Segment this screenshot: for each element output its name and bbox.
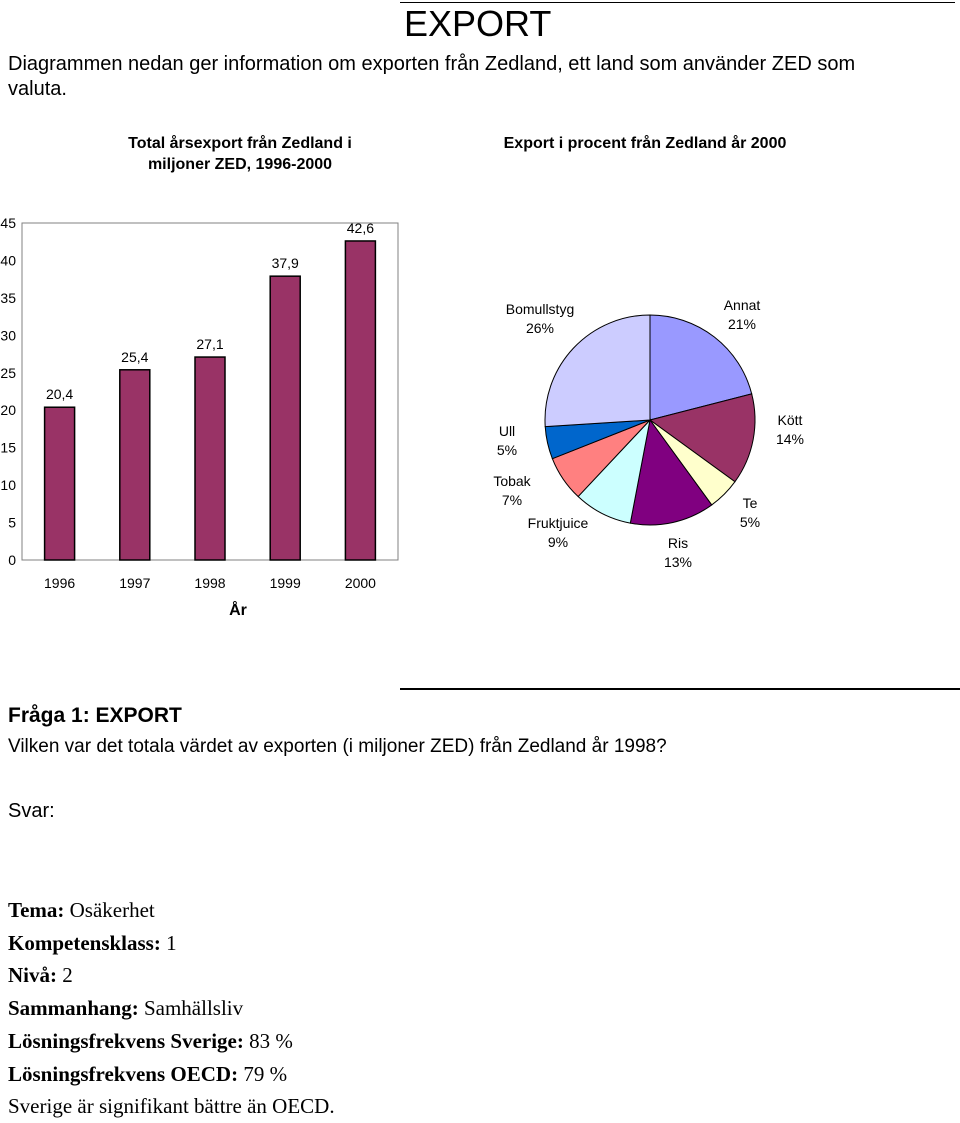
question-text: Vilken var det totala värdet av exporten… (8, 736, 667, 757)
meta-sverige: Lösningsfrekvens Sverige: 83 % (8, 1028, 293, 1053)
slice-name-label: Bomullstyg (506, 301, 574, 317)
question-heading: Fråga 1: EXPORT (8, 704, 182, 727)
bar (119, 369, 151, 561)
slice-percent-label: 26% (526, 320, 554, 336)
meta-niva: Nivå: 2 (8, 963, 73, 988)
section-rule (400, 688, 960, 690)
bar-chart: 0 5 10 15 20 25 30 35 40 45 20,4 1996 25,4 1997 27,1 19… (0, 215, 399, 619)
y-tick-label: 45 (0, 215, 16, 231)
x-tick-label: 1997 (119, 575, 150, 591)
bar (194, 356, 226, 561)
x-tick-label: 1998 (194, 575, 225, 591)
slice-name-label: Tobak (493, 473, 531, 489)
y-tick-label: 15 (0, 440, 16, 456)
y-tick-label: 20 (0, 402, 16, 418)
y-tick-label: 35 (0, 290, 16, 306)
bar (344, 240, 377, 561)
bar-value-label: 37,9 (272, 255, 299, 271)
meta-kompetensklass: Kompetensklass: 1 (8, 930, 177, 955)
slice-percent-label: 21% (728, 316, 756, 332)
slice-name-label: Annat (724, 297, 761, 313)
footer-note: Sverige är signifikant bättre än OECD. (8, 1094, 335, 1119)
y-tick-label: 40 (0, 252, 16, 268)
y-tick-label: 25 (0, 365, 16, 381)
meta-sammanhang: Sammanhang: Samhällsliv (8, 996, 244, 1021)
slice-name-label: Ris (668, 535, 688, 551)
x-tick-label: 1996 (44, 575, 75, 591)
metadata-block: Tema: Osäkerhet Kompetensklass: 1 Nivå: … (8, 894, 335, 1123)
slice-name-label: Te (743, 495, 758, 511)
intro-text: Diagrammen nedan ger information om expo… (8, 53, 856, 100)
pie-slice (629, 418, 713, 526)
y-tick-label: 10 (0, 477, 16, 493)
pie-slice (544, 314, 651, 428)
slice-percent-label: 13% (664, 554, 692, 570)
y-tick-label: 5 (8, 515, 16, 531)
y-tick-label: 30 (0, 327, 16, 343)
bar (269, 275, 301, 561)
meta-oecd: Lösningsfrekvens OECD: 79 % (8, 1061, 288, 1086)
slice-percent-label: 7% (502, 492, 522, 508)
slice-percent-label: 5% (740, 514, 760, 530)
bar-value-label: 20,4 (46, 386, 73, 402)
pie-chart: Annat 21% Kött 14% Te 5% Ris 13% Fruktjuice 9% Tob… (493, 297, 804, 570)
pie-chart-title: Export i procent från Zedland år 2000 (503, 135, 787, 152)
answer-label: Svar: (8, 800, 55, 822)
x-tick-label: 1999 (270, 575, 301, 591)
pie-slice (649, 314, 753, 421)
pie-slice (648, 393, 756, 483)
bar-chart-title: Total årsexport från Zedland i miljoner … (128, 135, 352, 173)
top-rule (400, 2, 955, 3)
bar (43, 406, 76, 561)
x-tick-label: 2000 (345, 575, 376, 591)
slice-percent-label: 9% (548, 534, 568, 550)
slice-name-label: Ull (499, 423, 515, 439)
bar-value-label: 42,6 (347, 220, 374, 236)
slice-name-label: Fruktjuice (528, 515, 589, 531)
slice-percent-label: 5% (497, 442, 517, 458)
x-axis-title: År (229, 600, 247, 619)
slice-name-label: Kött (778, 412, 803, 428)
y-tick-label: 0 (8, 552, 16, 568)
slice-percent-label: 14% (776, 431, 804, 447)
bar-value-label: 25,4 (121, 349, 148, 365)
meta-tema: Tema: Osäkerhet (8, 898, 155, 922)
page-title: EXPORT (404, 3, 552, 44)
bar-value-label: 27,1 (196, 336, 223, 352)
